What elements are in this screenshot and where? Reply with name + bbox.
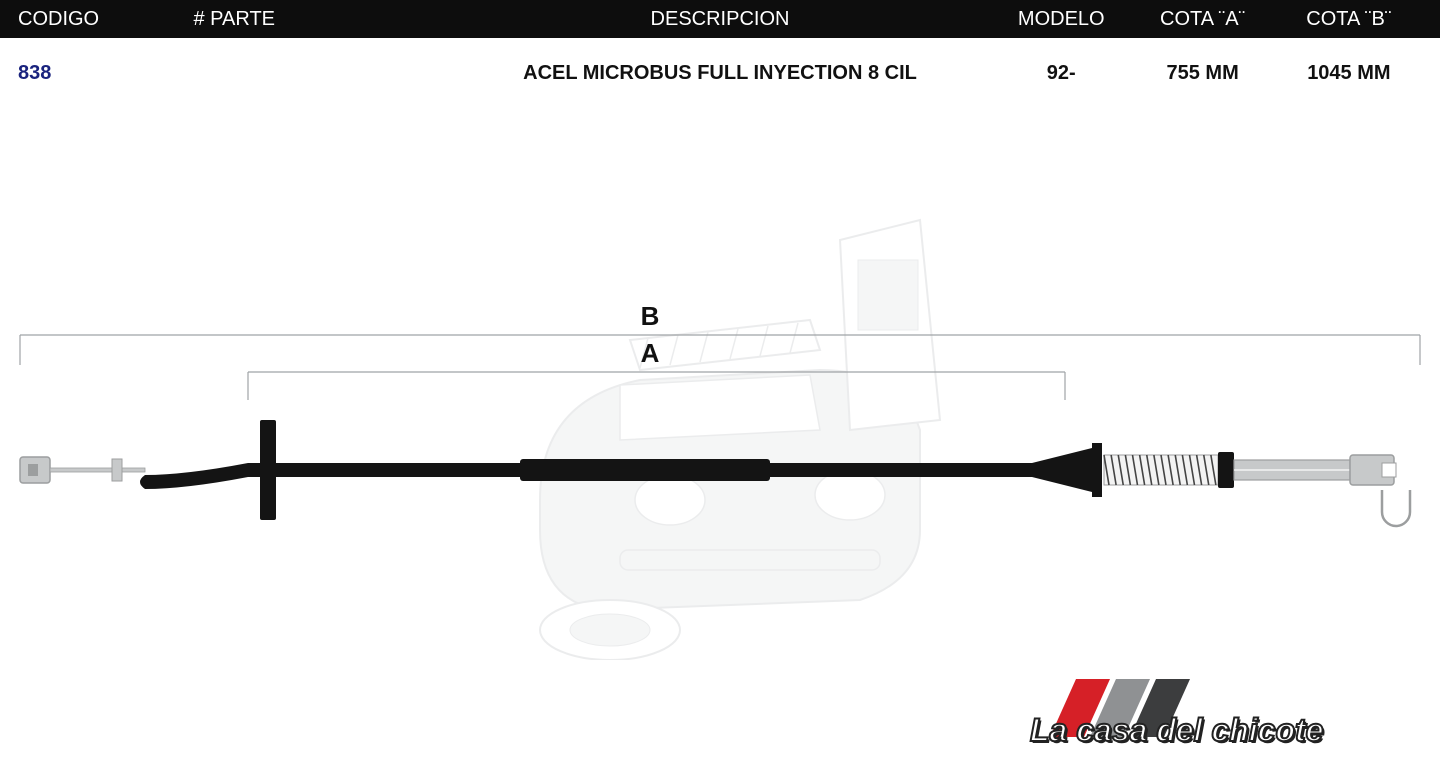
cell-descripcion: ACEL MICROBUS FULL INYECTION 8 CIL bbox=[447, 62, 993, 85]
header-codigo: CODIGO bbox=[18, 8, 194, 31]
svg-text:B: B bbox=[641, 301, 660, 331]
header-cota-a: COTA ¨A¨ bbox=[1130, 8, 1276, 31]
header-parte: # PARTE bbox=[194, 8, 448, 31]
table-row: 838 ACEL MICROBUS FULL INYECTION 8 CIL 9… bbox=[0, 38, 1440, 85]
cell-codigo: 838 bbox=[18, 62, 194, 85]
cell-cota-b: 1045 MM bbox=[1276, 62, 1422, 85]
svg-text:A: A bbox=[641, 338, 660, 368]
table-header: CODIGO # PARTE DESCRIPCION MODELO COTA ¨… bbox=[0, 0, 1440, 38]
brand-logo: La casa del chicote bbox=[1010, 667, 1430, 757]
header-cota-b: COTA ¨B¨ bbox=[1276, 8, 1422, 31]
cell-modelo: 92- bbox=[993, 62, 1130, 85]
cell-cota-a: 755 MM bbox=[1130, 62, 1276, 85]
brand-logo-text: La casa del chicote bbox=[1030, 712, 1323, 749]
cable-diagram: BA bbox=[0, 100, 1440, 660]
header-modelo: MODELO bbox=[993, 8, 1130, 31]
header-descripcion: DESCRIPCION bbox=[447, 8, 993, 31]
